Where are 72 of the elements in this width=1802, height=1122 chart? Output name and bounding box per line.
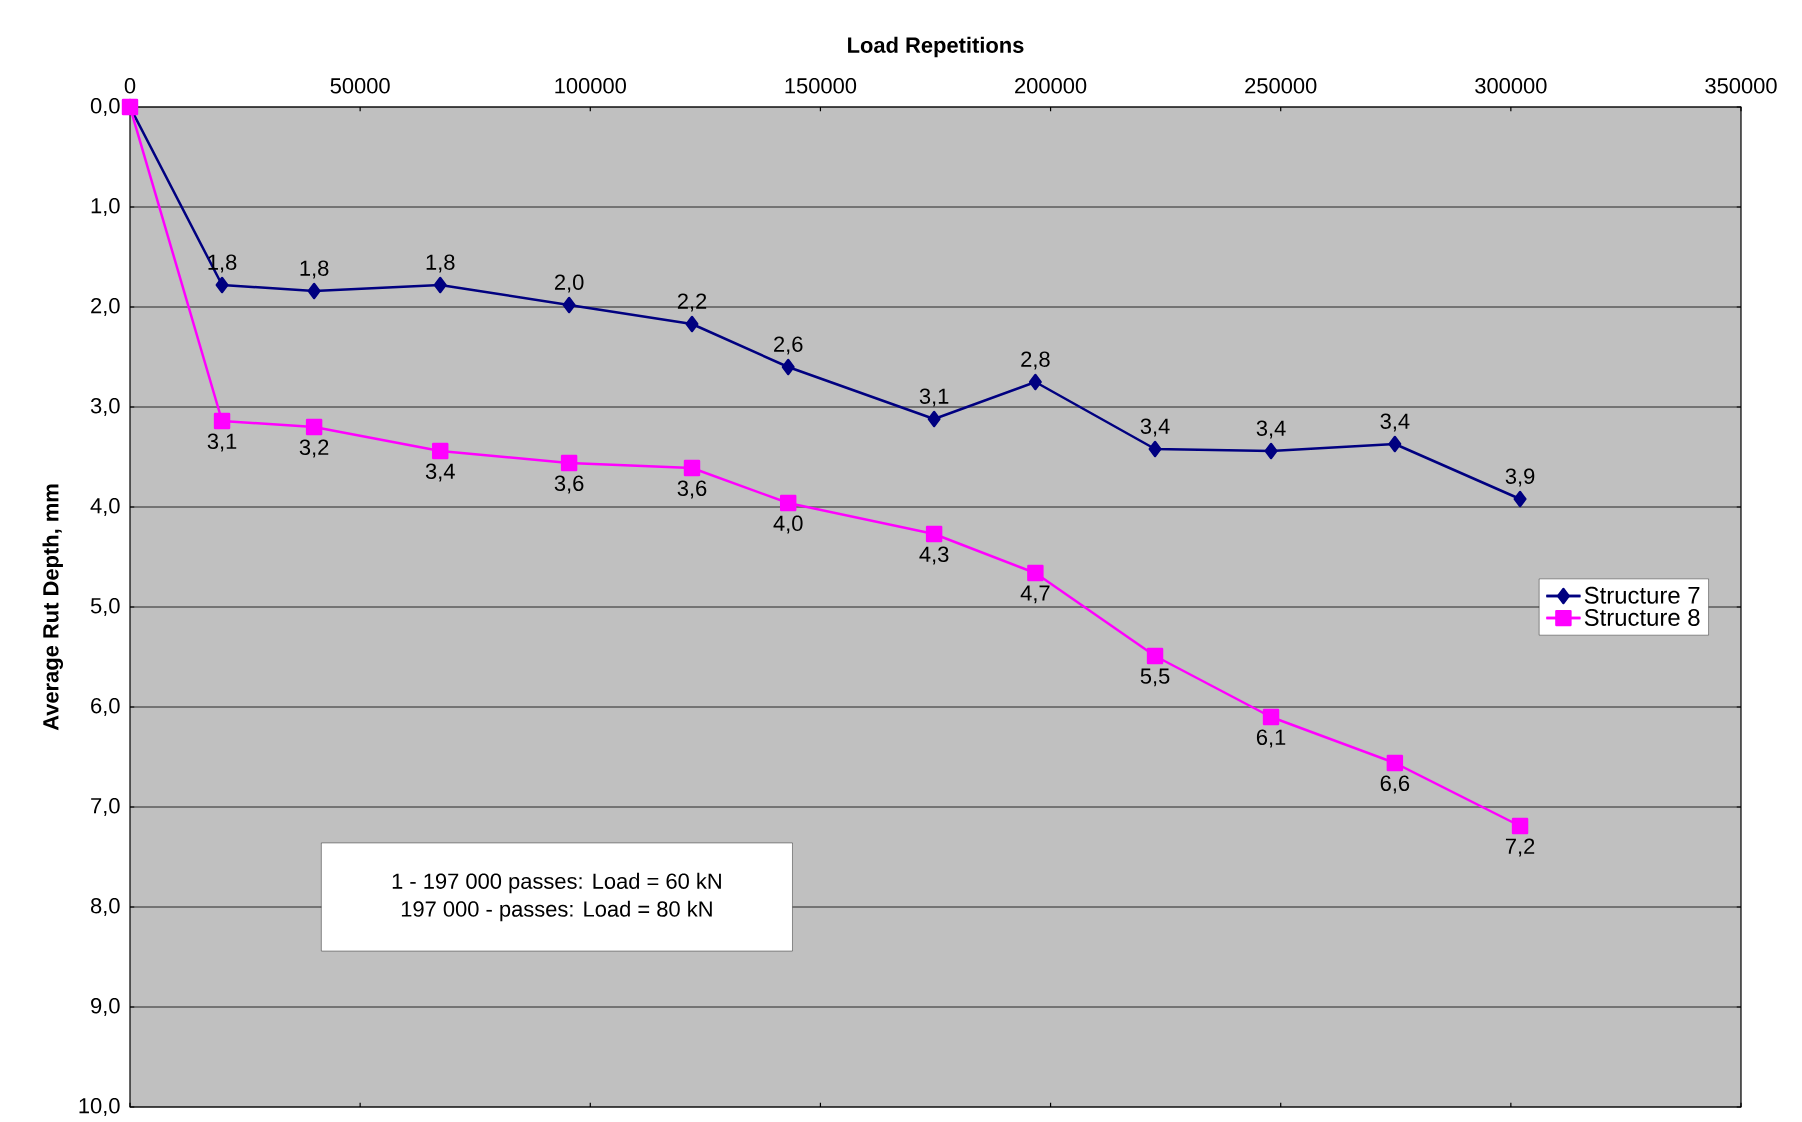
data-label: 3,4 <box>425 463 455 482</box>
y-tick-label: 6,0 <box>91 697 120 717</box>
x-tick-label: 0 <box>124 78 136 94</box>
x-tick-label: 300000 <box>1475 78 1547 94</box>
data-label: 3,1 <box>919 388 949 407</box>
x-tick-label: 350000 <box>1705 78 1777 94</box>
point <box>779 494 797 512</box>
point <box>1028 373 1042 391</box>
x-tick-label: 200000 <box>1015 78 1087 94</box>
y-tick-label: 1,0 <box>91 197 120 217</box>
point <box>1148 440 1162 458</box>
y-tick-label: 2,0 <box>91 297 120 317</box>
data-label: 6,1 <box>1256 729 1286 748</box>
point <box>1386 754 1404 772</box>
data-label: 1,8 <box>426 254 455 273</box>
y-tick-label: 0,0 <box>90 97 120 117</box>
x-tick-label: 50000 <box>330 78 390 94</box>
point <box>1511 817 1529 835</box>
point <box>1027 564 1044 582</box>
point <box>927 410 941 428</box>
point <box>1513 490 1527 508</box>
point <box>683 459 701 477</box>
point <box>215 276 229 294</box>
x-tick-label: 250000 <box>1245 78 1317 94</box>
data-label: 3,2 <box>299 439 329 458</box>
data-label: 7,2 <box>1505 838 1535 857</box>
annotation: 197 000 - passes: Load = 80 kN <box>401 900 712 922</box>
point <box>562 296 576 314</box>
data-label: 3,4 <box>1256 420 1286 439</box>
point <box>685 315 699 333</box>
point <box>1262 708 1280 726</box>
data-label: 5,5 <box>1140 668 1170 687</box>
point <box>307 282 321 300</box>
point <box>213 412 231 430</box>
data-label: 4,7 <box>1020 585 1050 604</box>
data-label: 2,2 <box>677 293 707 312</box>
data-label: 2,6 <box>774 336 803 355</box>
annotation: 1 - 197 000 passes: Load = 60 kN <box>392 872 721 894</box>
data-label: 3,9 <box>1505 468 1535 487</box>
data-label: 6,6 <box>1380 775 1410 794</box>
data-label: 3,6 <box>554 475 584 494</box>
data-label: 2,8 <box>1021 351 1050 370</box>
legend-label: Structure 8 <box>1584 609 1700 626</box>
legend-label: Structure 7 <box>1584 586 1700 604</box>
y-tick-label: 5,0 <box>90 597 120 617</box>
data-label: 1,8 <box>300 260 329 279</box>
y-tick-label: 3,0 <box>90 397 120 417</box>
point <box>1388 435 1402 453</box>
point <box>781 358 795 376</box>
point <box>433 276 447 294</box>
data-label: 2,0 <box>554 274 584 293</box>
y-tick-label: 7,0 <box>91 797 120 817</box>
point <box>1264 442 1278 460</box>
data-label: 4,0 <box>773 515 803 534</box>
y-axis-title: Average Rut Depth, mm <box>42 484 64 731</box>
data-label: 3,4 <box>1380 413 1410 432</box>
y-tick-label: 4,0 <box>90 497 120 517</box>
y-tick-label: 9,0 <box>91 997 120 1017</box>
x-axis-title: Load Repetitions <box>848 36 1024 58</box>
y-tick-label: 8,0 <box>90 897 120 917</box>
point <box>432 442 449 460</box>
data-label: 4,3 <box>919 546 949 565</box>
data-label: 3,4 <box>1140 418 1170 437</box>
point <box>925 525 943 543</box>
x-tick-label: 100000 <box>555 78 626 94</box>
point <box>1146 647 1164 665</box>
point <box>560 454 578 472</box>
x-tick-label: 150000 <box>785 78 857 94</box>
data-label: 3,6 <box>677 480 707 499</box>
y-tick-label: 10,0 <box>79 1097 120 1117</box>
point <box>305 418 323 436</box>
data-label: 3,1 <box>207 433 237 452</box>
